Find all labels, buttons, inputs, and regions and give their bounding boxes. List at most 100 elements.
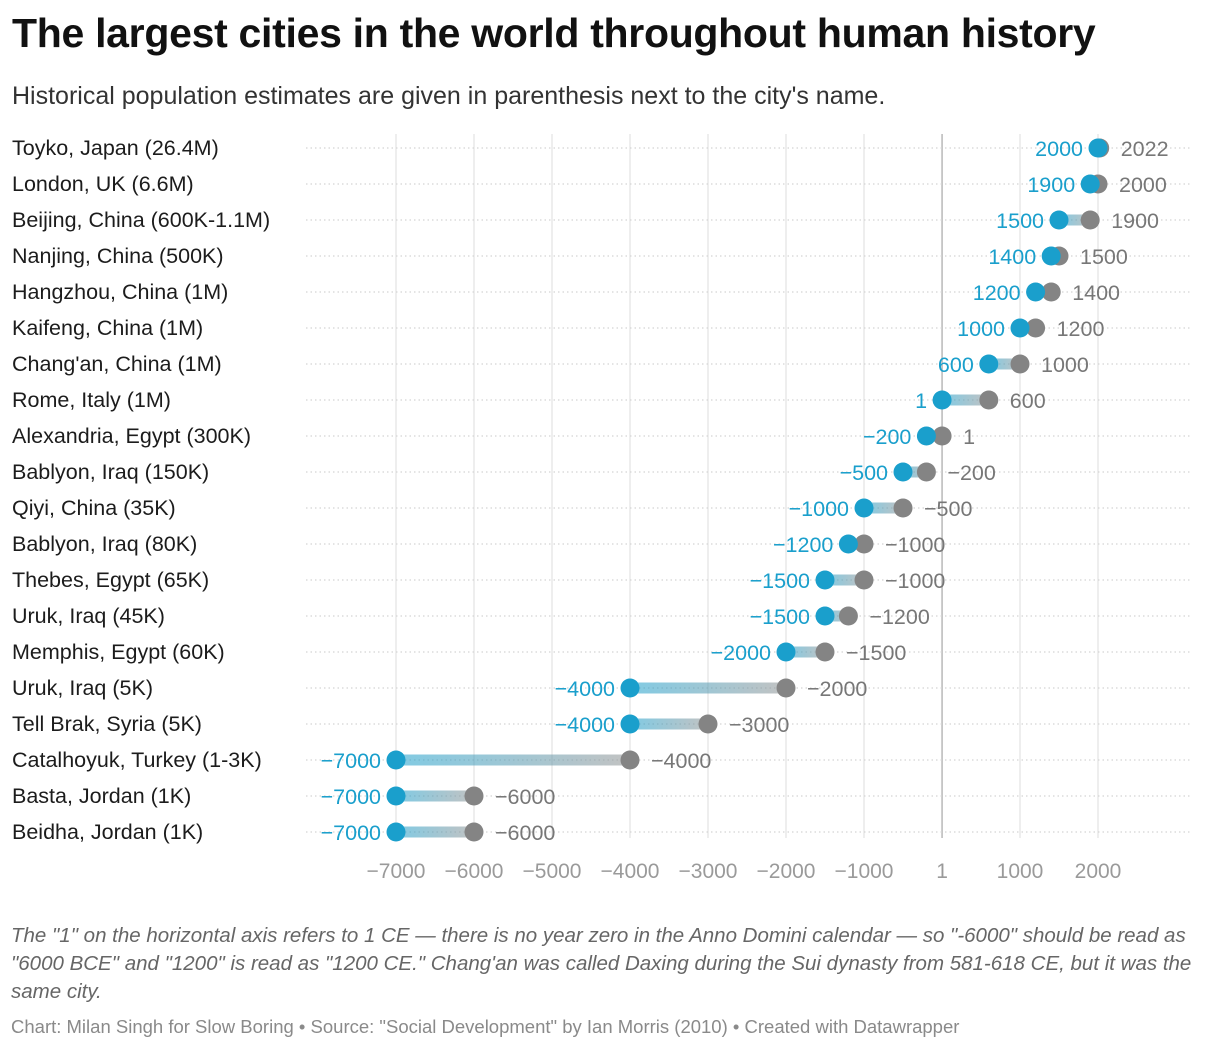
start-value-label: −1500 (750, 569, 810, 593)
end-value-label: 2022 (1121, 137, 1169, 161)
x-tick-label: −3000 (679, 860, 738, 883)
city-label: Alexandria, Egypt (300K) (12, 424, 251, 448)
range-bar (903, 466, 927, 478)
end-dot (932, 426, 952, 446)
x-tick-label: −7000 (367, 860, 426, 883)
city-label: Basta, Jordan (1K) (12, 784, 191, 808)
range-bar (988, 358, 1020, 370)
end-value-label: −2000 (807, 677, 867, 701)
range-bar (864, 502, 903, 514)
start-dot (620, 678, 640, 698)
x-tick-label: 1 (936, 860, 948, 883)
start-value-label: −1000 (789, 497, 849, 521)
start-value-label: 1000 (957, 317, 1005, 341)
end-value-label: −1000 (885, 533, 945, 557)
end-value-label: −4000 (651, 749, 711, 773)
start-dot (776, 642, 796, 662)
end-dot (1026, 318, 1046, 338)
city-label: Uruk, Iraq (45K) (12, 604, 165, 628)
end-dot (893, 498, 913, 518)
end-value-label: −500 (924, 497, 972, 521)
city-label: Kaifeng, China (1M) (12, 316, 203, 340)
end-value-label: 1400 (1072, 281, 1120, 305)
start-dot (854, 498, 874, 518)
start-dot (1041, 246, 1061, 266)
start-value-label: −2000 (711, 641, 771, 665)
end-dot (815, 642, 835, 662)
start-dot (815, 606, 835, 626)
city-label: Beijing, China (600K-1.1M) (12, 208, 270, 232)
end-dot (464, 822, 484, 842)
city-label: Uruk, Iraq (5K) (12, 676, 153, 700)
end-value-label: 1200 (1057, 317, 1105, 341)
start-dot (1088, 138, 1108, 158)
grid-lines (395, 134, 1099, 838)
start-value-label: −1500 (750, 605, 810, 629)
city-label: London, UK (6.6M) (12, 172, 194, 196)
start-dot (815, 570, 835, 590)
end-value-label: 1000 (1041, 353, 1089, 377)
end-dot (776, 678, 796, 698)
start-value-label: −1200 (773, 533, 833, 557)
end-value-label: 600 (1010, 389, 1046, 413)
range-bar (786, 646, 825, 658)
x-tick-label: 2000 (1075, 860, 1122, 883)
city-label: Qiyi, China (35K) (12, 496, 176, 520)
city-label: Toyko, Japan (26.4M) (12, 136, 219, 160)
end-value-label: −200 (947, 461, 995, 485)
start-value-label: 1 (915, 389, 927, 413)
start-value-label: −4000 (555, 713, 615, 737)
start-dot (386, 822, 406, 842)
end-dot (464, 786, 484, 806)
chart-title: The largest cities in the world througho… (12, 10, 1096, 56)
start-value-label: 2000 (1035, 137, 1083, 161)
city-label: Nanjing, China (500K) (12, 244, 224, 268)
x-tick-label: −4000 (601, 860, 660, 883)
start-dot (1010, 318, 1030, 338)
end-dot (916, 462, 936, 482)
end-dot (1080, 210, 1100, 230)
row-labels: Toyko, Japan (26.4M) London, UK (6.6M) Bei… (12, 136, 270, 844)
range-bar (396, 826, 474, 838)
city-label: Beidha, Jordan (1K) (12, 820, 203, 844)
start-value-label: 1200 (973, 281, 1021, 305)
range-bar (1059, 214, 1091, 226)
range-bar (825, 574, 864, 586)
start-value-label: −7000 (321, 749, 381, 773)
end-dot (838, 606, 858, 626)
start-dot (838, 534, 858, 554)
start-value-label: −500 (840, 461, 888, 485)
range-bar (825, 610, 849, 622)
city-label: Bablyon, Iraq (150K) (12, 460, 209, 484)
range-bar (942, 394, 989, 406)
end-value-label: −1000 (885, 569, 945, 593)
end-value-label: 2000 (1119, 173, 1167, 197)
start-dot (620, 714, 640, 734)
row-guide-lines (306, 147, 1190, 833)
range-dot-chart: Toyko, Japan (26.4M) London, UK (6.6M) Bei… (12, 134, 1190, 883)
start-dot (979, 354, 999, 374)
start-dot (1049, 210, 1069, 230)
footnote: The "1" on the horizontal axis refers to… (11, 924, 1192, 1003)
start-dot (916, 426, 936, 446)
start-dot (893, 462, 913, 482)
chart-subtitle: Historical population estimates are give… (12, 82, 886, 110)
end-value-label: −1500 (846, 641, 906, 665)
x-axis: −7000 −6000 −5000 −4000 −3000 −2000 −1000 1 1000… (367, 860, 1122, 883)
city-label: Chang'an, China (1M) (12, 352, 222, 376)
x-tick-label: −6000 (445, 860, 504, 883)
end-value-label: −6000 (495, 785, 555, 809)
end-value-label: −3000 (729, 713, 789, 737)
city-label: Catalhoyuk, Turkey (1-3K) (12, 748, 262, 772)
range-bar (396, 790, 474, 802)
end-value-label: 1 (963, 425, 975, 449)
x-tick-label: 1000 (997, 860, 1044, 883)
start-value-label: 1400 (988, 245, 1036, 269)
x-tick-label: −2000 (757, 860, 816, 883)
end-value-label: 1500 (1080, 245, 1128, 269)
city-label: Tell Brak, Syria (5K) (12, 712, 202, 736)
start-dot (386, 750, 406, 770)
end-dot (854, 534, 874, 554)
start-value-label: −7000 (321, 785, 381, 809)
end-value-label: −6000 (495, 821, 555, 845)
